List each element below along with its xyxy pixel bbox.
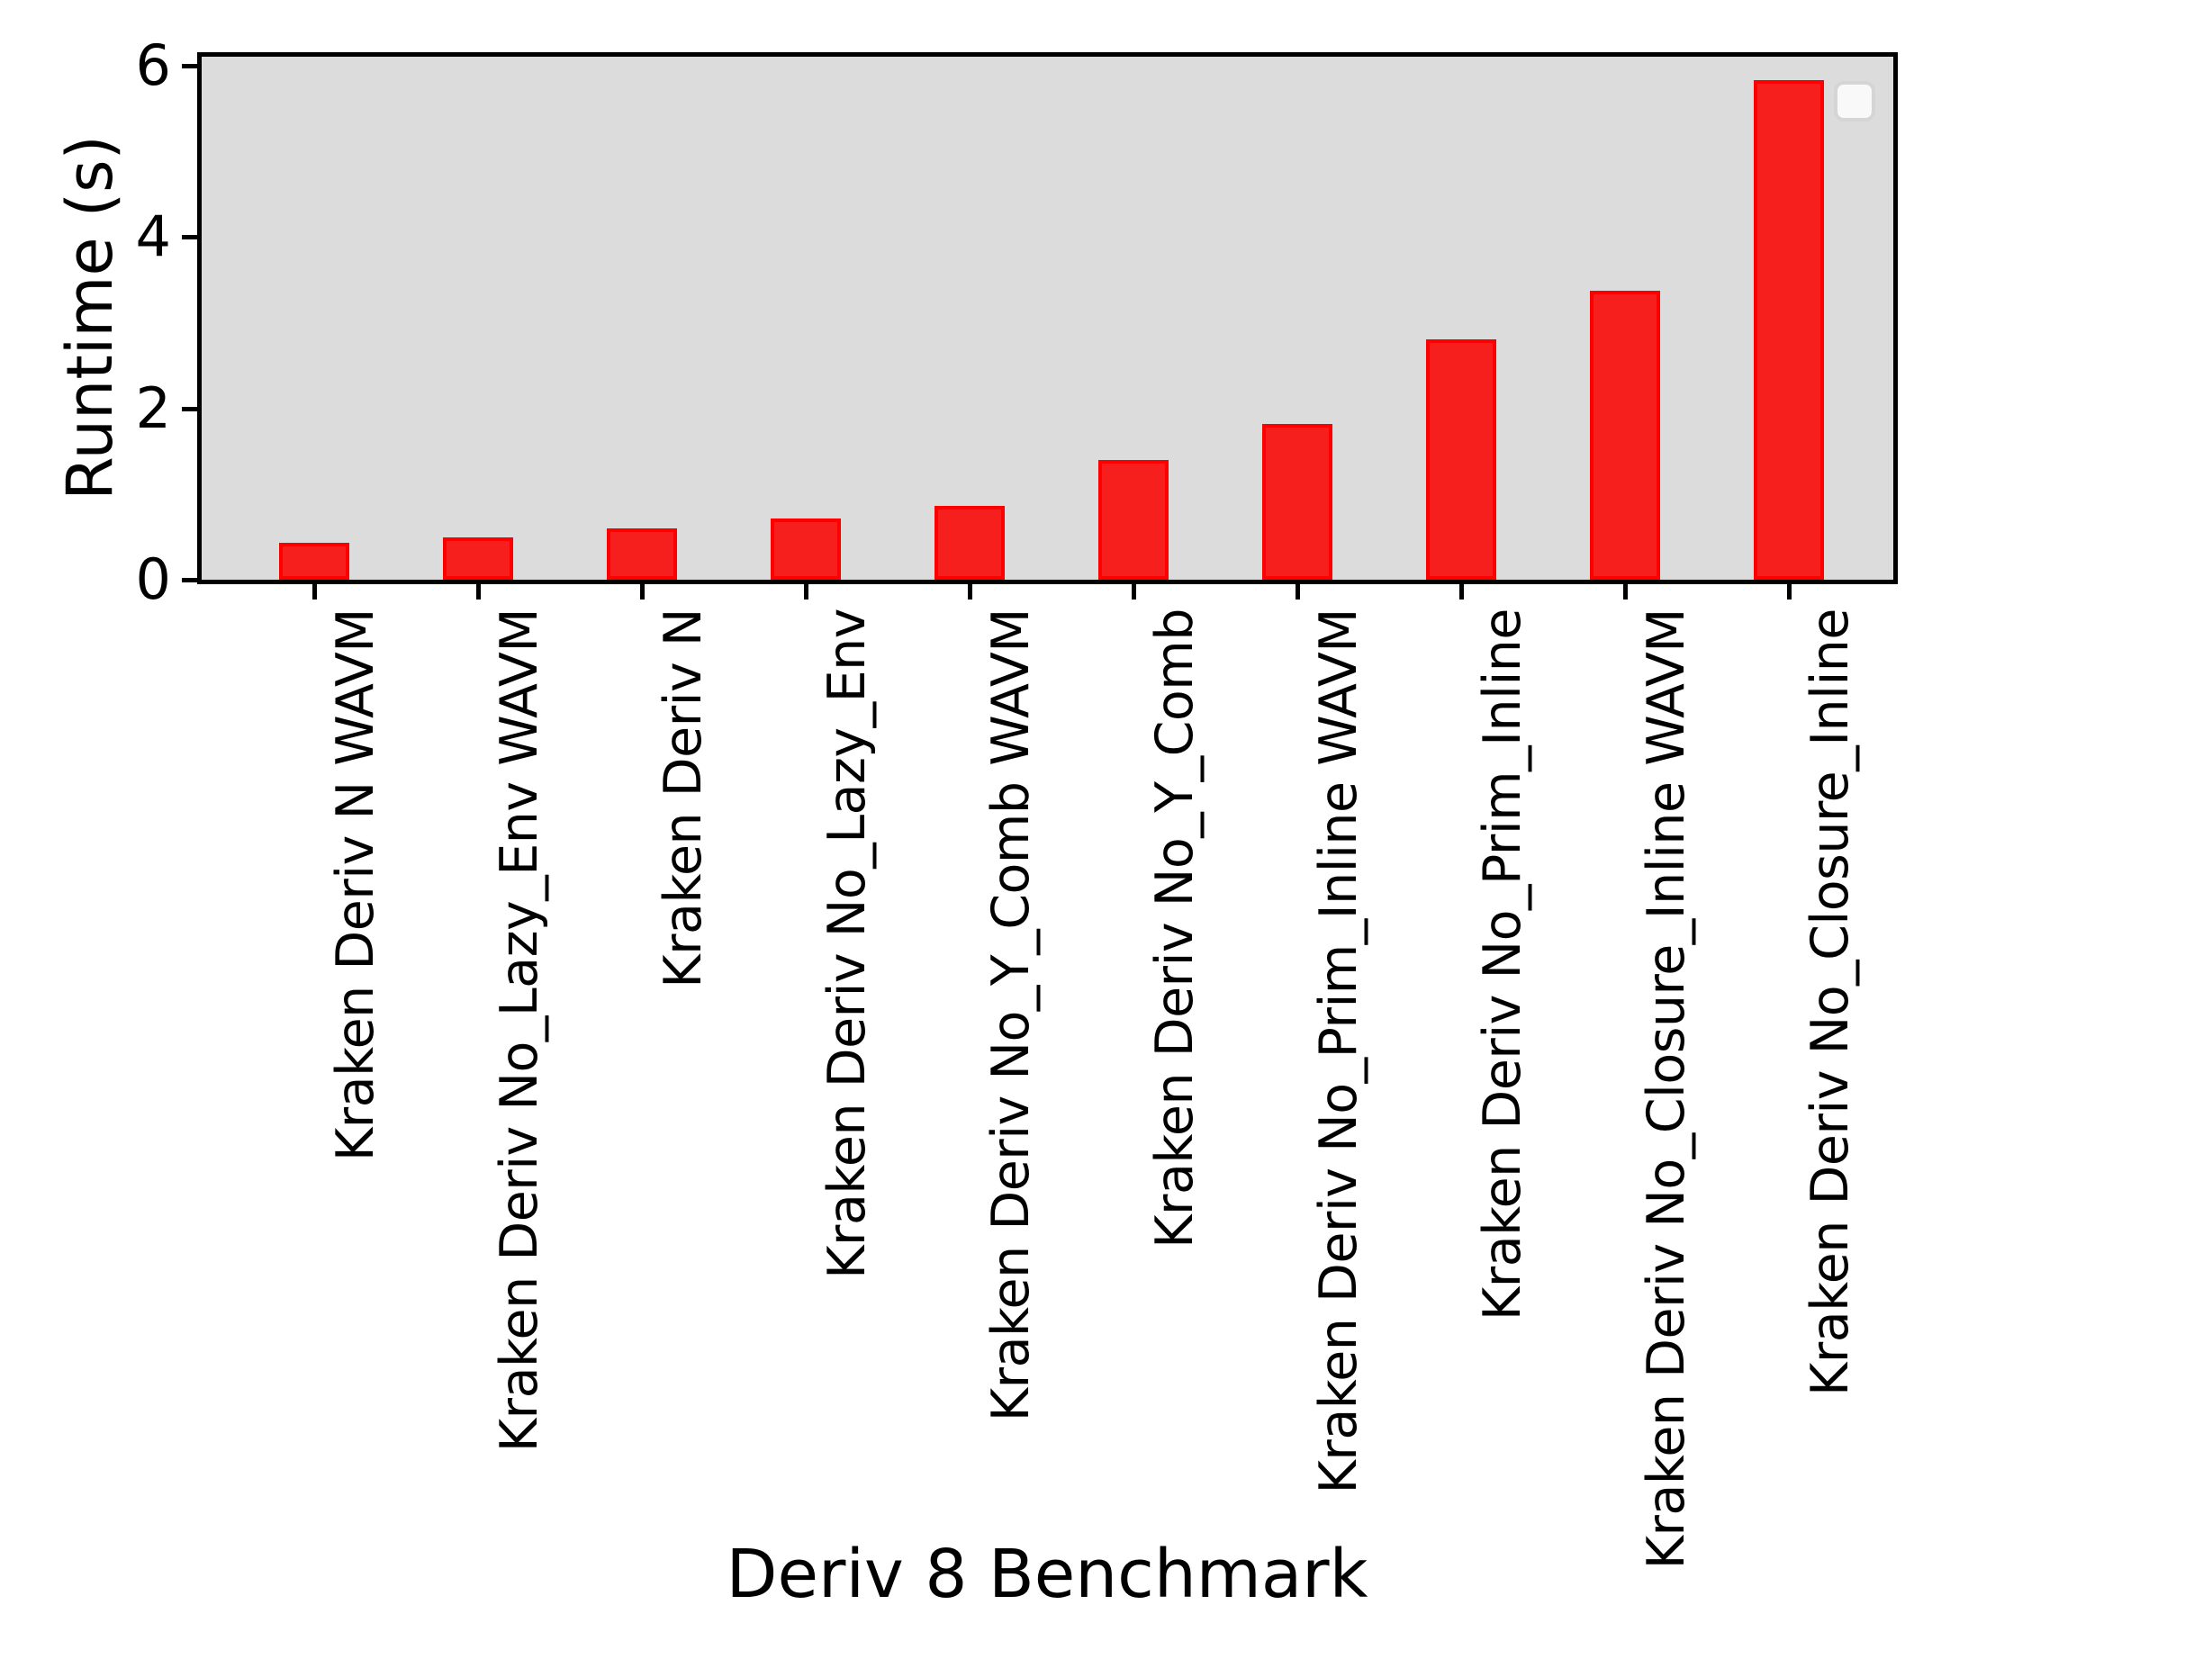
- x-tick-label: Kraken Deriv No_Lazy_Env: [817, 609, 877, 1279]
- x-tick-mark: [804, 584, 808, 600]
- x-tick-label: Kraken Deriv No_Lazy_Env WAVM: [490, 609, 549, 1453]
- bar-1: [279, 543, 349, 580]
- y-tick-label: 0: [135, 546, 171, 612]
- y-tick-mark: [182, 407, 202, 411]
- x-tick-mark: [476, 584, 481, 600]
- y-tick-mark: [182, 578, 202, 582]
- x-tick-label: Kraken Deriv No_Closure_Inline WAVM: [1637, 609, 1696, 1570]
- y-tick-label: 4: [135, 203, 171, 269]
- bar-9: [1590, 291, 1660, 580]
- bar-6: [1098, 460, 1169, 580]
- plot-inner-area: [202, 57, 1893, 580]
- x-tick-label: Kraken Deriv No_Y_Comb: [1145, 609, 1205, 1249]
- x-tick-mark: [1132, 584, 1136, 600]
- x-tick-label: Kraken Deriv N WAVM: [326, 609, 385, 1162]
- x-tick-label: Kraken Deriv No_Prim_Inline: [1473, 609, 1532, 1321]
- y-tick-label: 2: [135, 375, 171, 441]
- bar-10: [1754, 80, 1824, 580]
- bar-5: [934, 506, 1005, 580]
- x-tick-label: Kraken Deriv No_Closure_Inline: [1801, 609, 1860, 1397]
- x-tick-mark: [312, 584, 317, 600]
- y-tick-label: 6: [135, 32, 171, 98]
- bar-8: [1426, 339, 1496, 580]
- bar-7: [1262, 424, 1332, 580]
- x-tick-mark: [1296, 584, 1300, 600]
- y-tick-mark: [182, 64, 202, 68]
- y-axis-label: Runtime (s): [53, 135, 127, 500]
- x-tick-mark: [1623, 584, 1628, 600]
- x-axis-label: Deriv 8 Benchmark: [726, 1536, 1368, 1613]
- x-tick-label: Kraken Deriv N: [654, 609, 713, 988]
- x-tick-label: Kraken Deriv No_Y_Comb WAVM: [981, 609, 1041, 1422]
- legend-box: [1834, 81, 1875, 122]
- x-tick-mark: [968, 584, 972, 600]
- x-tick-mark: [1459, 584, 1464, 600]
- x-tick-mark: [640, 584, 645, 600]
- x-tick-mark: [1787, 584, 1792, 600]
- y-tick-mark: [182, 235, 202, 239]
- bar-4: [771, 518, 841, 580]
- bar-3: [607, 528, 677, 580]
- bar-2: [443, 537, 513, 580]
- x-tick-label: Kraken Deriv No_Prim_Inline WAVM: [1309, 609, 1368, 1494]
- plot-area: [197, 52, 1898, 584]
